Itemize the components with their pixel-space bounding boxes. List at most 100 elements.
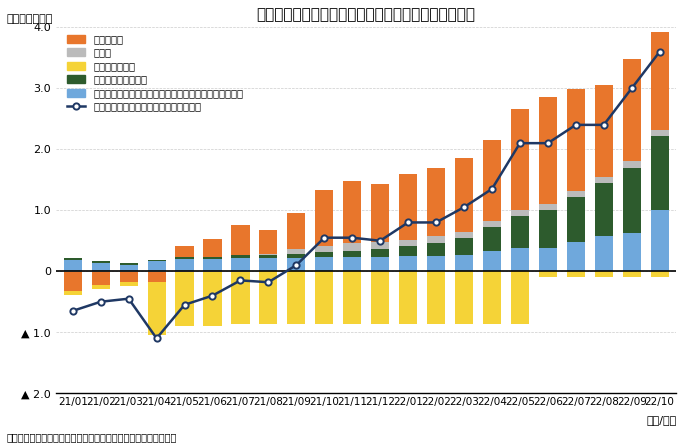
Bar: [622, 162, 641, 167]
Bar: [64, 260, 82, 271]
Bar: [64, 271, 82, 273]
Bar: [343, 271, 361, 324]
Bar: [315, 257, 333, 271]
Bar: [567, 198, 585, 242]
Bar: [371, 271, 389, 324]
Bar: [259, 258, 278, 271]
Bar: [287, 254, 306, 258]
Bar: [622, 59, 641, 162]
Bar: [315, 271, 333, 324]
Bar: [371, 242, 389, 249]
Bar: [594, 237, 613, 271]
Bar: [427, 168, 445, 237]
Title: 消費者物価指数（生鮮食品を除く総合）の寄与度分解: 消費者物価指数（生鮮食品を除く総合）の寄与度分解: [256, 7, 475, 22]
Bar: [259, 271, 278, 324]
Bar: [427, 237, 445, 242]
Bar: [176, 259, 194, 271]
Bar: [650, 130, 669, 136]
Bar: [455, 232, 473, 238]
Bar: [315, 190, 333, 246]
Bar: [483, 271, 501, 324]
Bar: [120, 273, 137, 281]
Bar: [483, 221, 501, 227]
Bar: [315, 252, 333, 257]
Bar: [64, 273, 82, 291]
Bar: [650, 32, 669, 130]
Bar: [148, 271, 166, 273]
Bar: [650, 136, 669, 210]
Bar: [567, 271, 585, 278]
Bar: [399, 271, 417, 324]
Bar: [343, 181, 361, 243]
Bar: [231, 272, 250, 324]
Bar: [399, 246, 417, 256]
Bar: [92, 261, 109, 263]
Bar: [650, 271, 669, 278]
Bar: [203, 273, 222, 326]
Bar: [511, 248, 529, 271]
Bar: [287, 213, 306, 249]
Bar: [539, 210, 557, 248]
Bar: [148, 262, 166, 271]
Bar: [483, 251, 501, 271]
Bar: [371, 249, 389, 257]
Legend: エネルギー, 宿泊料, 携帯電話通信料, 生鮮食品を除く食料, 食料、エネルギー、宿泊料、携帯電話通信料を除く総合, 消費者物価指数（生鮮食品を除く総合）: エネルギー, 宿泊料, 携帯電話通信料, 生鮮食品を除く食料, 食料、エネルギー…: [67, 34, 244, 111]
Bar: [148, 260, 166, 262]
Bar: [287, 258, 306, 271]
Bar: [148, 273, 166, 281]
Bar: [120, 271, 137, 273]
Bar: [427, 256, 445, 271]
Bar: [427, 271, 445, 324]
Bar: [203, 271, 222, 273]
Bar: [539, 271, 557, 278]
Bar: [92, 285, 109, 289]
Bar: [148, 281, 166, 335]
Bar: [231, 225, 250, 255]
Bar: [203, 239, 222, 257]
Bar: [399, 256, 417, 271]
Bar: [399, 174, 417, 239]
Bar: [203, 257, 222, 259]
Bar: [399, 239, 417, 246]
Bar: [259, 254, 278, 255]
Bar: [259, 255, 278, 258]
Bar: [511, 271, 529, 324]
Bar: [231, 255, 250, 258]
Bar: [539, 97, 557, 203]
Bar: [343, 243, 361, 250]
Bar: [120, 265, 137, 271]
Bar: [483, 140, 501, 221]
Bar: [455, 158, 473, 232]
Bar: [594, 177, 613, 183]
Bar: [455, 255, 473, 271]
Bar: [92, 273, 109, 285]
Bar: [92, 263, 109, 271]
Bar: [371, 257, 389, 271]
Bar: [176, 246, 194, 257]
Bar: [511, 210, 529, 216]
Bar: [371, 184, 389, 242]
Bar: [176, 271, 194, 273]
Text: （年/月）: （年/月）: [646, 415, 676, 425]
Bar: [567, 89, 585, 191]
Bar: [594, 183, 613, 237]
Bar: [567, 242, 585, 271]
Bar: [511, 109, 529, 210]
Bar: [64, 291, 82, 295]
Bar: [650, 210, 669, 271]
Bar: [343, 257, 361, 271]
Bar: [539, 248, 557, 271]
Bar: [343, 250, 361, 257]
Bar: [287, 271, 306, 324]
Bar: [539, 203, 557, 210]
Bar: [231, 271, 250, 272]
Bar: [176, 257, 194, 259]
Bar: [92, 271, 109, 273]
Text: （前年比、％）: （前年比、％）: [6, 14, 53, 24]
Bar: [64, 258, 82, 260]
Bar: [176, 273, 194, 326]
Bar: [622, 167, 641, 234]
Bar: [511, 216, 529, 248]
Bar: [594, 271, 613, 278]
Bar: [594, 85, 613, 177]
